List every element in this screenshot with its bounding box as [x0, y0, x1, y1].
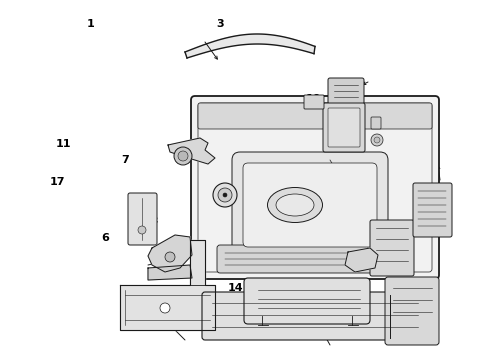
Polygon shape: [120, 240, 215, 330]
Polygon shape: [345, 248, 378, 272]
Text: 18: 18: [423, 161, 439, 171]
Circle shape: [371, 134, 383, 146]
FancyBboxPatch shape: [328, 108, 360, 147]
FancyBboxPatch shape: [232, 152, 388, 258]
Text: 9: 9: [408, 123, 416, 133]
Polygon shape: [148, 265, 192, 280]
Text: 1: 1: [87, 19, 95, 30]
FancyBboxPatch shape: [244, 278, 370, 324]
FancyBboxPatch shape: [202, 292, 428, 340]
FancyBboxPatch shape: [191, 96, 439, 279]
Text: 16: 16: [350, 249, 366, 259]
Text: 10: 10: [306, 94, 321, 104]
FancyBboxPatch shape: [385, 277, 439, 345]
Ellipse shape: [276, 194, 314, 216]
Ellipse shape: [268, 188, 322, 222]
Circle shape: [178, 151, 188, 161]
Text: 5: 5: [270, 252, 278, 262]
FancyBboxPatch shape: [370, 220, 414, 276]
FancyBboxPatch shape: [371, 117, 381, 129]
FancyBboxPatch shape: [198, 103, 432, 129]
Circle shape: [160, 303, 170, 313]
Polygon shape: [185, 34, 315, 58]
Text: 8: 8: [202, 101, 210, 111]
FancyBboxPatch shape: [243, 163, 377, 247]
Circle shape: [138, 226, 146, 234]
Text: 15: 15: [350, 261, 366, 271]
Polygon shape: [168, 138, 215, 164]
Polygon shape: [148, 235, 192, 272]
Text: 12: 12: [318, 290, 334, 300]
FancyBboxPatch shape: [128, 193, 157, 245]
Circle shape: [165, 252, 175, 262]
FancyBboxPatch shape: [217, 245, 408, 273]
Circle shape: [213, 183, 237, 207]
Text: 17: 17: [50, 177, 66, 187]
FancyBboxPatch shape: [323, 103, 365, 152]
FancyBboxPatch shape: [328, 78, 364, 104]
Text: 7: 7: [121, 155, 129, 165]
Text: 6: 6: [101, 233, 109, 243]
Text: 11: 11: [56, 139, 72, 149]
FancyBboxPatch shape: [413, 183, 452, 237]
Circle shape: [174, 147, 192, 165]
Text: 14: 14: [227, 283, 243, 293]
Text: 13: 13: [318, 269, 334, 279]
Text: 2: 2: [199, 323, 207, 333]
Circle shape: [374, 137, 380, 143]
FancyBboxPatch shape: [304, 95, 324, 109]
Text: 4: 4: [427, 182, 435, 192]
Text: 3: 3: [217, 19, 224, 30]
Circle shape: [223, 193, 227, 197]
Circle shape: [218, 188, 232, 202]
